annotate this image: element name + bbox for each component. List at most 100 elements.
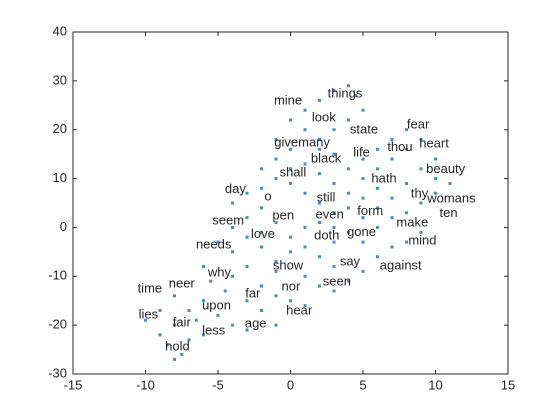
word-label: doth xyxy=(314,227,339,242)
x-tick-label: 5 xyxy=(359,377,366,392)
point xyxy=(332,211,336,215)
point xyxy=(260,308,263,312)
word-label: seen xyxy=(323,274,351,289)
word-label: hath xyxy=(371,170,396,185)
point xyxy=(419,137,423,141)
point xyxy=(390,137,394,141)
point xyxy=(318,255,321,259)
point xyxy=(274,221,278,225)
point xyxy=(289,167,292,171)
point xyxy=(187,338,191,342)
word-label: seem xyxy=(212,213,244,228)
point xyxy=(318,284,321,288)
point xyxy=(405,240,408,244)
point xyxy=(332,128,336,132)
point xyxy=(274,157,278,161)
point xyxy=(202,299,205,303)
word-label: upon xyxy=(202,298,231,313)
point xyxy=(434,157,437,161)
point xyxy=(376,255,379,259)
word-label: pen xyxy=(272,208,294,223)
point xyxy=(332,265,336,269)
point xyxy=(231,323,234,327)
point xyxy=(260,186,263,190)
word-label: lies xyxy=(139,306,159,321)
word-label: beauty xyxy=(426,161,466,176)
word-label: even xyxy=(316,207,344,222)
point xyxy=(332,152,336,156)
point xyxy=(332,240,336,244)
point xyxy=(347,230,350,234)
point xyxy=(303,225,307,229)
word-label: things xyxy=(328,85,363,100)
point xyxy=(202,265,205,269)
point xyxy=(202,333,205,337)
word-label: state xyxy=(350,122,378,137)
word-label: still xyxy=(317,190,336,205)
y-tick-label: -20 xyxy=(48,317,67,332)
point xyxy=(289,147,292,151)
word-label: givemany xyxy=(274,134,330,149)
point xyxy=(318,98,321,102)
point xyxy=(303,245,307,249)
point xyxy=(231,201,234,205)
point xyxy=(303,274,307,278)
point xyxy=(318,137,321,141)
y-tick-label: 20 xyxy=(53,121,67,136)
point xyxy=(376,225,379,229)
word-label: hold xyxy=(165,339,190,354)
point xyxy=(289,118,292,122)
word-label: life xyxy=(353,145,370,160)
point xyxy=(332,89,336,93)
point xyxy=(187,308,191,312)
point xyxy=(158,333,162,337)
word-label: fair xyxy=(173,315,192,330)
point xyxy=(390,216,394,220)
point xyxy=(405,211,408,215)
point xyxy=(274,260,278,264)
word-label: against xyxy=(380,257,422,272)
word-label: needs xyxy=(196,236,232,251)
point xyxy=(361,108,365,112)
point xyxy=(318,201,321,205)
point xyxy=(361,177,365,181)
y-tick-label: 40 xyxy=(53,23,67,38)
word-label: far xyxy=(245,285,261,300)
point xyxy=(419,230,423,234)
point xyxy=(289,235,292,239)
point xyxy=(173,323,176,327)
word-label: mind xyxy=(408,233,436,248)
point xyxy=(245,299,249,303)
point xyxy=(231,274,234,278)
point xyxy=(405,181,408,185)
point xyxy=(376,206,379,210)
point xyxy=(274,137,278,141)
point xyxy=(260,167,263,171)
point xyxy=(216,240,220,244)
point xyxy=(260,230,263,234)
word-label: ten xyxy=(440,205,458,220)
x-tick-label: 15 xyxy=(501,377,515,392)
word-label: day xyxy=(225,181,246,196)
point xyxy=(165,343,169,347)
point xyxy=(332,289,336,293)
x-tick-label: -10 xyxy=(136,377,155,392)
word-label: thou xyxy=(387,139,412,154)
word-label: nor xyxy=(282,278,301,293)
point xyxy=(361,196,365,200)
point xyxy=(376,147,379,151)
point xyxy=(419,201,423,205)
point xyxy=(347,191,350,195)
word-label: say xyxy=(340,254,361,269)
word-label: heart xyxy=(419,135,449,150)
point xyxy=(347,118,350,122)
point xyxy=(390,157,394,161)
point xyxy=(354,94,358,98)
word-label: mine xyxy=(274,92,302,107)
word-label: love xyxy=(251,226,275,241)
point xyxy=(245,235,249,239)
y-tick-label: -30 xyxy=(48,365,67,380)
point xyxy=(405,147,408,151)
point xyxy=(361,216,365,220)
